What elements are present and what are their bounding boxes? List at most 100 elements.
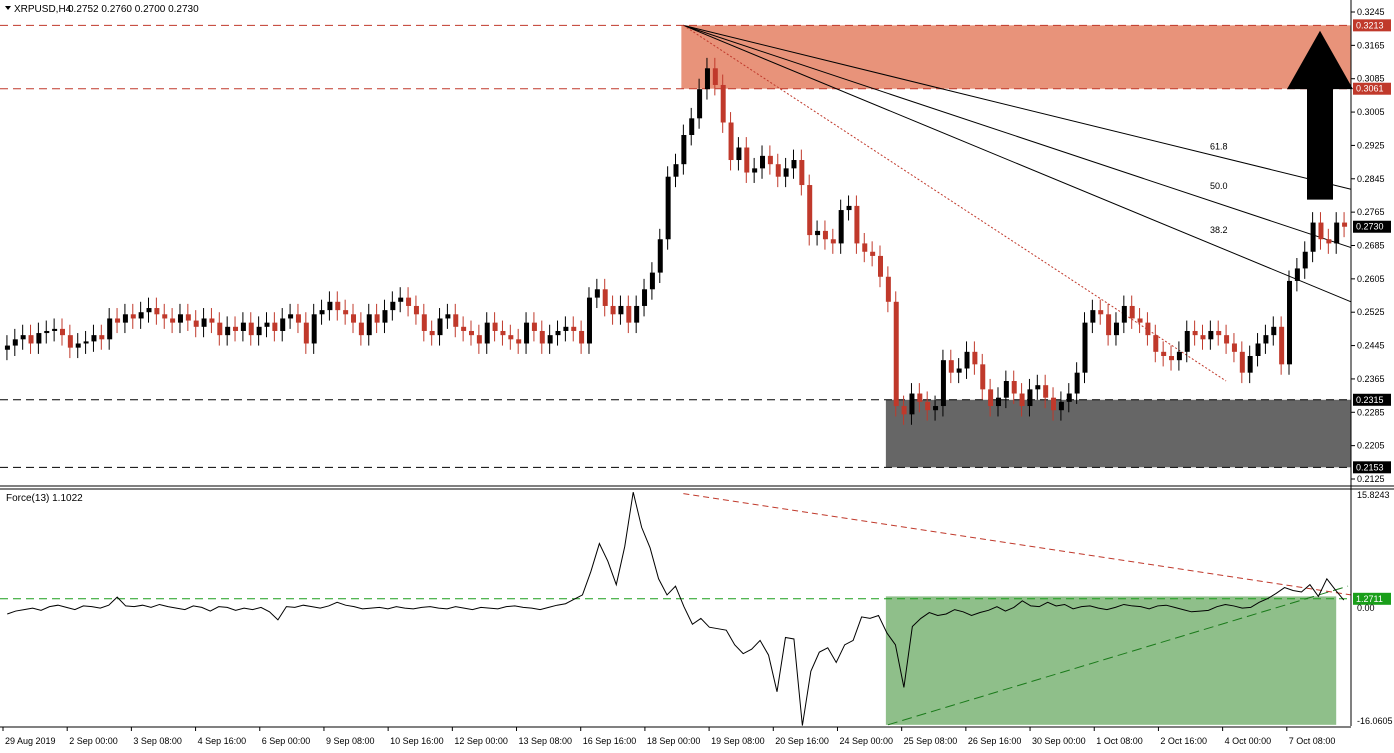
candle-body [1224,335,1230,344]
candle-body [1184,330,1190,352]
level-tag-label: 0.3061 [1356,84,1384,94]
candle-body [28,335,34,344]
time-tick-label: 26 Sep 16:00 [968,736,1022,746]
fib-fan-label: 38.2 [1210,225,1228,235]
candle-body [1255,343,1261,356]
candle-body [822,230,828,240]
candle-body [1161,351,1167,356]
level-tag [1353,220,1391,233]
candle-body [67,335,73,348]
candle-body [1035,385,1041,390]
time-tick-label: 4 Sep 16:00 [198,736,247,746]
time-tick-label: 19 Sep 08:00 [711,736,765,746]
candle-body [1279,326,1285,365]
candle-body [830,239,836,244]
candle-body [272,322,278,331]
candle-body [854,205,860,244]
candle-body [1294,268,1300,281]
candle-body [948,360,954,373]
candle-body [406,297,412,306]
time-tick-label: 9 Sep 08:00 [326,736,375,746]
resistance-zone [681,25,1351,89]
level-tag-label: 0.2315 [1356,395,1384,405]
candle-body [901,406,907,415]
candle-body [752,168,758,173]
candle-body [99,335,105,340]
candle-body [351,314,357,323]
candle-body [1334,222,1340,244]
candle-body [1342,222,1348,227]
candle-body [673,164,679,177]
candle-body [1208,330,1214,340]
candle-body [704,68,710,90]
candle-body [697,89,703,119]
candle-body [484,322,490,344]
candle-body [767,155,773,165]
candle-body [799,160,805,186]
candle-body [642,289,648,306]
candle-body [744,147,750,173]
candle-body [122,314,128,323]
candle-body [256,326,262,336]
price-tick-label: 0.2365 [1357,374,1385,384]
candle-body [1153,335,1159,352]
candle-body [870,251,876,256]
candle-body [1074,372,1080,394]
level-tag-label: 0.2153 [1356,462,1384,472]
candle-body [177,314,183,323]
candle-body [115,318,121,323]
candle-body [1302,251,1308,269]
candle-body [972,351,978,365]
candle-body [980,364,986,390]
price-tick-label: 0.2685 [1357,241,1385,251]
candle-body [1192,330,1198,336]
candle-body [1216,330,1222,336]
candle-body [138,312,144,319]
candle-body [728,122,734,161]
candle-body [1113,322,1119,336]
candle-body [1043,385,1049,398]
candle-body [1318,222,1324,240]
candle-body [626,305,632,323]
candle-body [264,322,270,327]
candle-body [563,326,569,331]
time-tick-label: 4 Oct 00:00 [1225,736,1272,746]
candle-body [586,297,592,344]
fib-fan-label: 50.0 [1210,181,1228,191]
time-tick-label: 24 Sep 00:00 [839,736,893,746]
candle-body [1239,351,1245,373]
price-tick-label: 0.2765 [1357,207,1385,217]
candle-body [476,335,482,344]
force-level-tag [1353,592,1391,605]
candle-body [453,314,459,327]
fib-fan-line [683,24,1352,249]
candle-body [1145,322,1151,336]
time-tick-label: 29 Aug 2019 [5,736,56,746]
candle-body [1200,335,1206,340]
candle-body [413,305,419,315]
level-tag-label: 0.2730 [1356,222,1384,232]
chevron-down-icon[interactable] [5,6,11,10]
candle-body [1287,280,1293,365]
candle-body [366,314,372,336]
candle-body [201,318,207,327]
force-ascending-trendline [887,585,1349,726]
candle-body [1027,389,1033,407]
candle-body [75,343,81,348]
candle-body [524,322,530,344]
candle-body [1231,343,1237,352]
time-tick-label: 30 Sep 00:00 [1032,736,1086,746]
candle-body [634,305,640,323]
candle-body [547,335,553,344]
price-tick-label: 0.2285 [1357,407,1385,417]
candle-body [1247,355,1253,373]
candle-body [233,326,239,331]
candle-body [130,314,136,319]
candle-body [374,314,380,323]
candle-body [461,326,467,331]
candle-body [1082,322,1088,373]
candle-body [736,147,742,161]
candle-body [421,314,427,331]
